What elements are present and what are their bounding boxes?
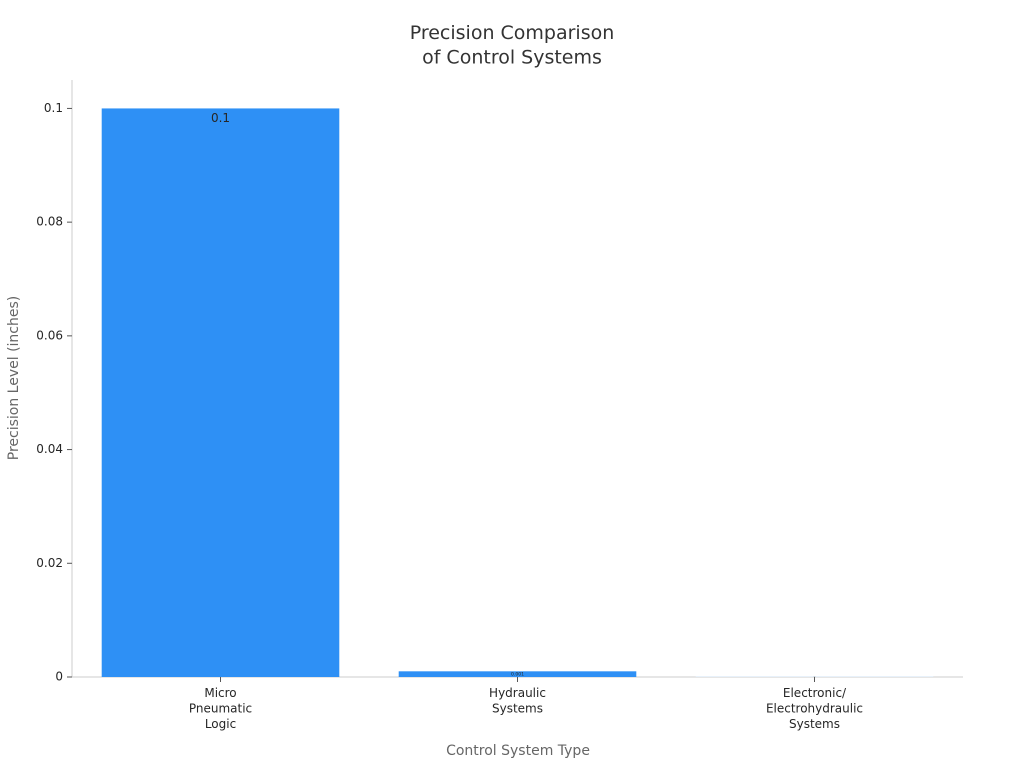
y-tick-label: 0 <box>55 670 63 684</box>
y-tick-label: 0.06 <box>36 328 63 342</box>
value-label: 0.001 <box>511 672 524 678</box>
chart-title: Precision Comparison of Control Systems <box>410 22 615 69</box>
bar <box>695 676 934 677</box>
x-tick-label: Electronic/Electrohydraulic Systems <box>766 686 863 731</box>
y-axis-title: Precision Level (inches) <box>6 296 22 461</box>
value-label: 0.1 <box>211 111 230 125</box>
x-tick-label: Micro Pneumatic Logic <box>189 686 252 731</box>
y-tick-label: 0.1 <box>44 101 63 115</box>
bar <box>101 108 340 677</box>
x-axis-title: Control System Type <box>446 743 590 759</box>
y-tick-label: 0.04 <box>36 442 63 456</box>
bar <box>398 671 637 677</box>
x-tick-label: Hydraulic Systems <box>489 686 546 716</box>
y-tick-label: 0.02 <box>36 556 63 570</box>
y-tick-label: 0.08 <box>36 215 63 229</box>
value-label: 0.0001 <box>814 676 816 677</box>
